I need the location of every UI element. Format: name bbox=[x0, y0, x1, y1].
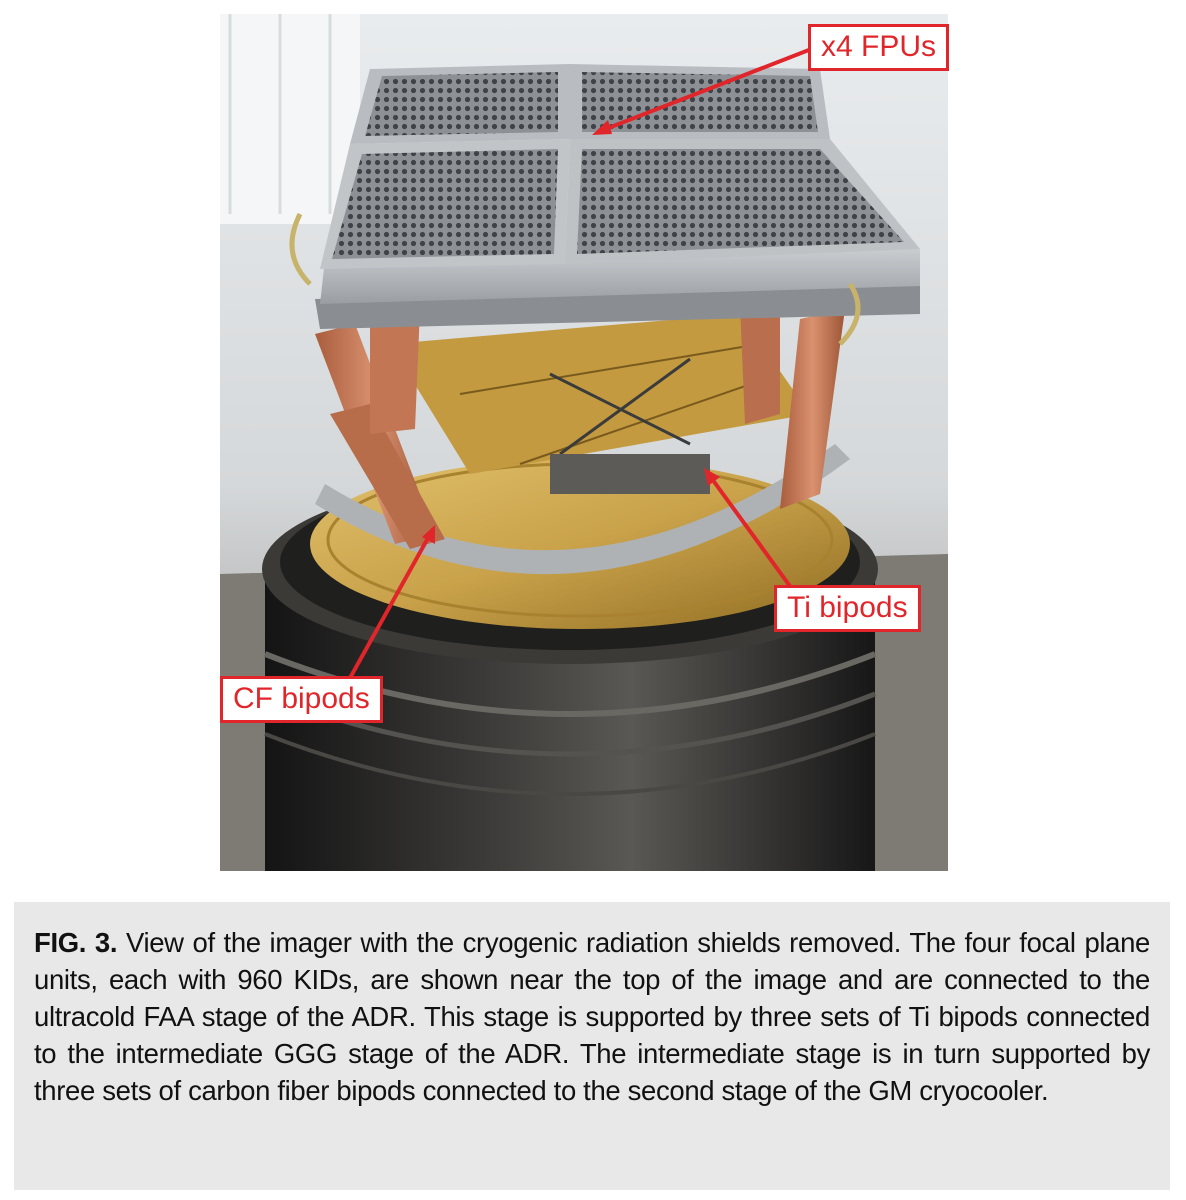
cf-bipod-right bbox=[780, 309, 845, 509]
fpus-callout: x4 FPUs bbox=[808, 24, 950, 71]
instrument-photo bbox=[220, 14, 948, 871]
gold-plate bbox=[310, 459, 850, 629]
aluminum-ring bbox=[315, 444, 850, 575]
ti-bipod-left bbox=[370, 309, 420, 434]
cross-wires bbox=[549, 357, 691, 456]
cf-bipods-callout: CF bipods bbox=[220, 676, 383, 723]
center-block bbox=[550, 454, 710, 494]
fpu-3 bbox=[332, 149, 558, 259]
fpu-array bbox=[320, 64, 920, 269]
arrow-ti-bipods bbox=[705, 470, 794, 591]
caption-text: View of the imager with the cryogenic ra… bbox=[34, 927, 1150, 1106]
coax-cable bbox=[289, 212, 312, 286]
caption-label: FIG. 3. bbox=[34, 927, 118, 958]
arrow-cf-bipods bbox=[348, 528, 435, 679]
ti-bipod-right bbox=[740, 304, 780, 424]
window-panel bbox=[220, 14, 360, 224]
fpu-1 bbox=[365, 72, 558, 136]
imager-illustration bbox=[220, 14, 948, 871]
ti-bipods-callout: Ti bipods bbox=[774, 585, 921, 632]
fpu-4 bbox=[577, 149, 904, 254]
arrow-fpus bbox=[597, 46, 815, 134]
figure-caption: FIG. 3. View of the imager with the cryo… bbox=[14, 902, 1170, 1190]
